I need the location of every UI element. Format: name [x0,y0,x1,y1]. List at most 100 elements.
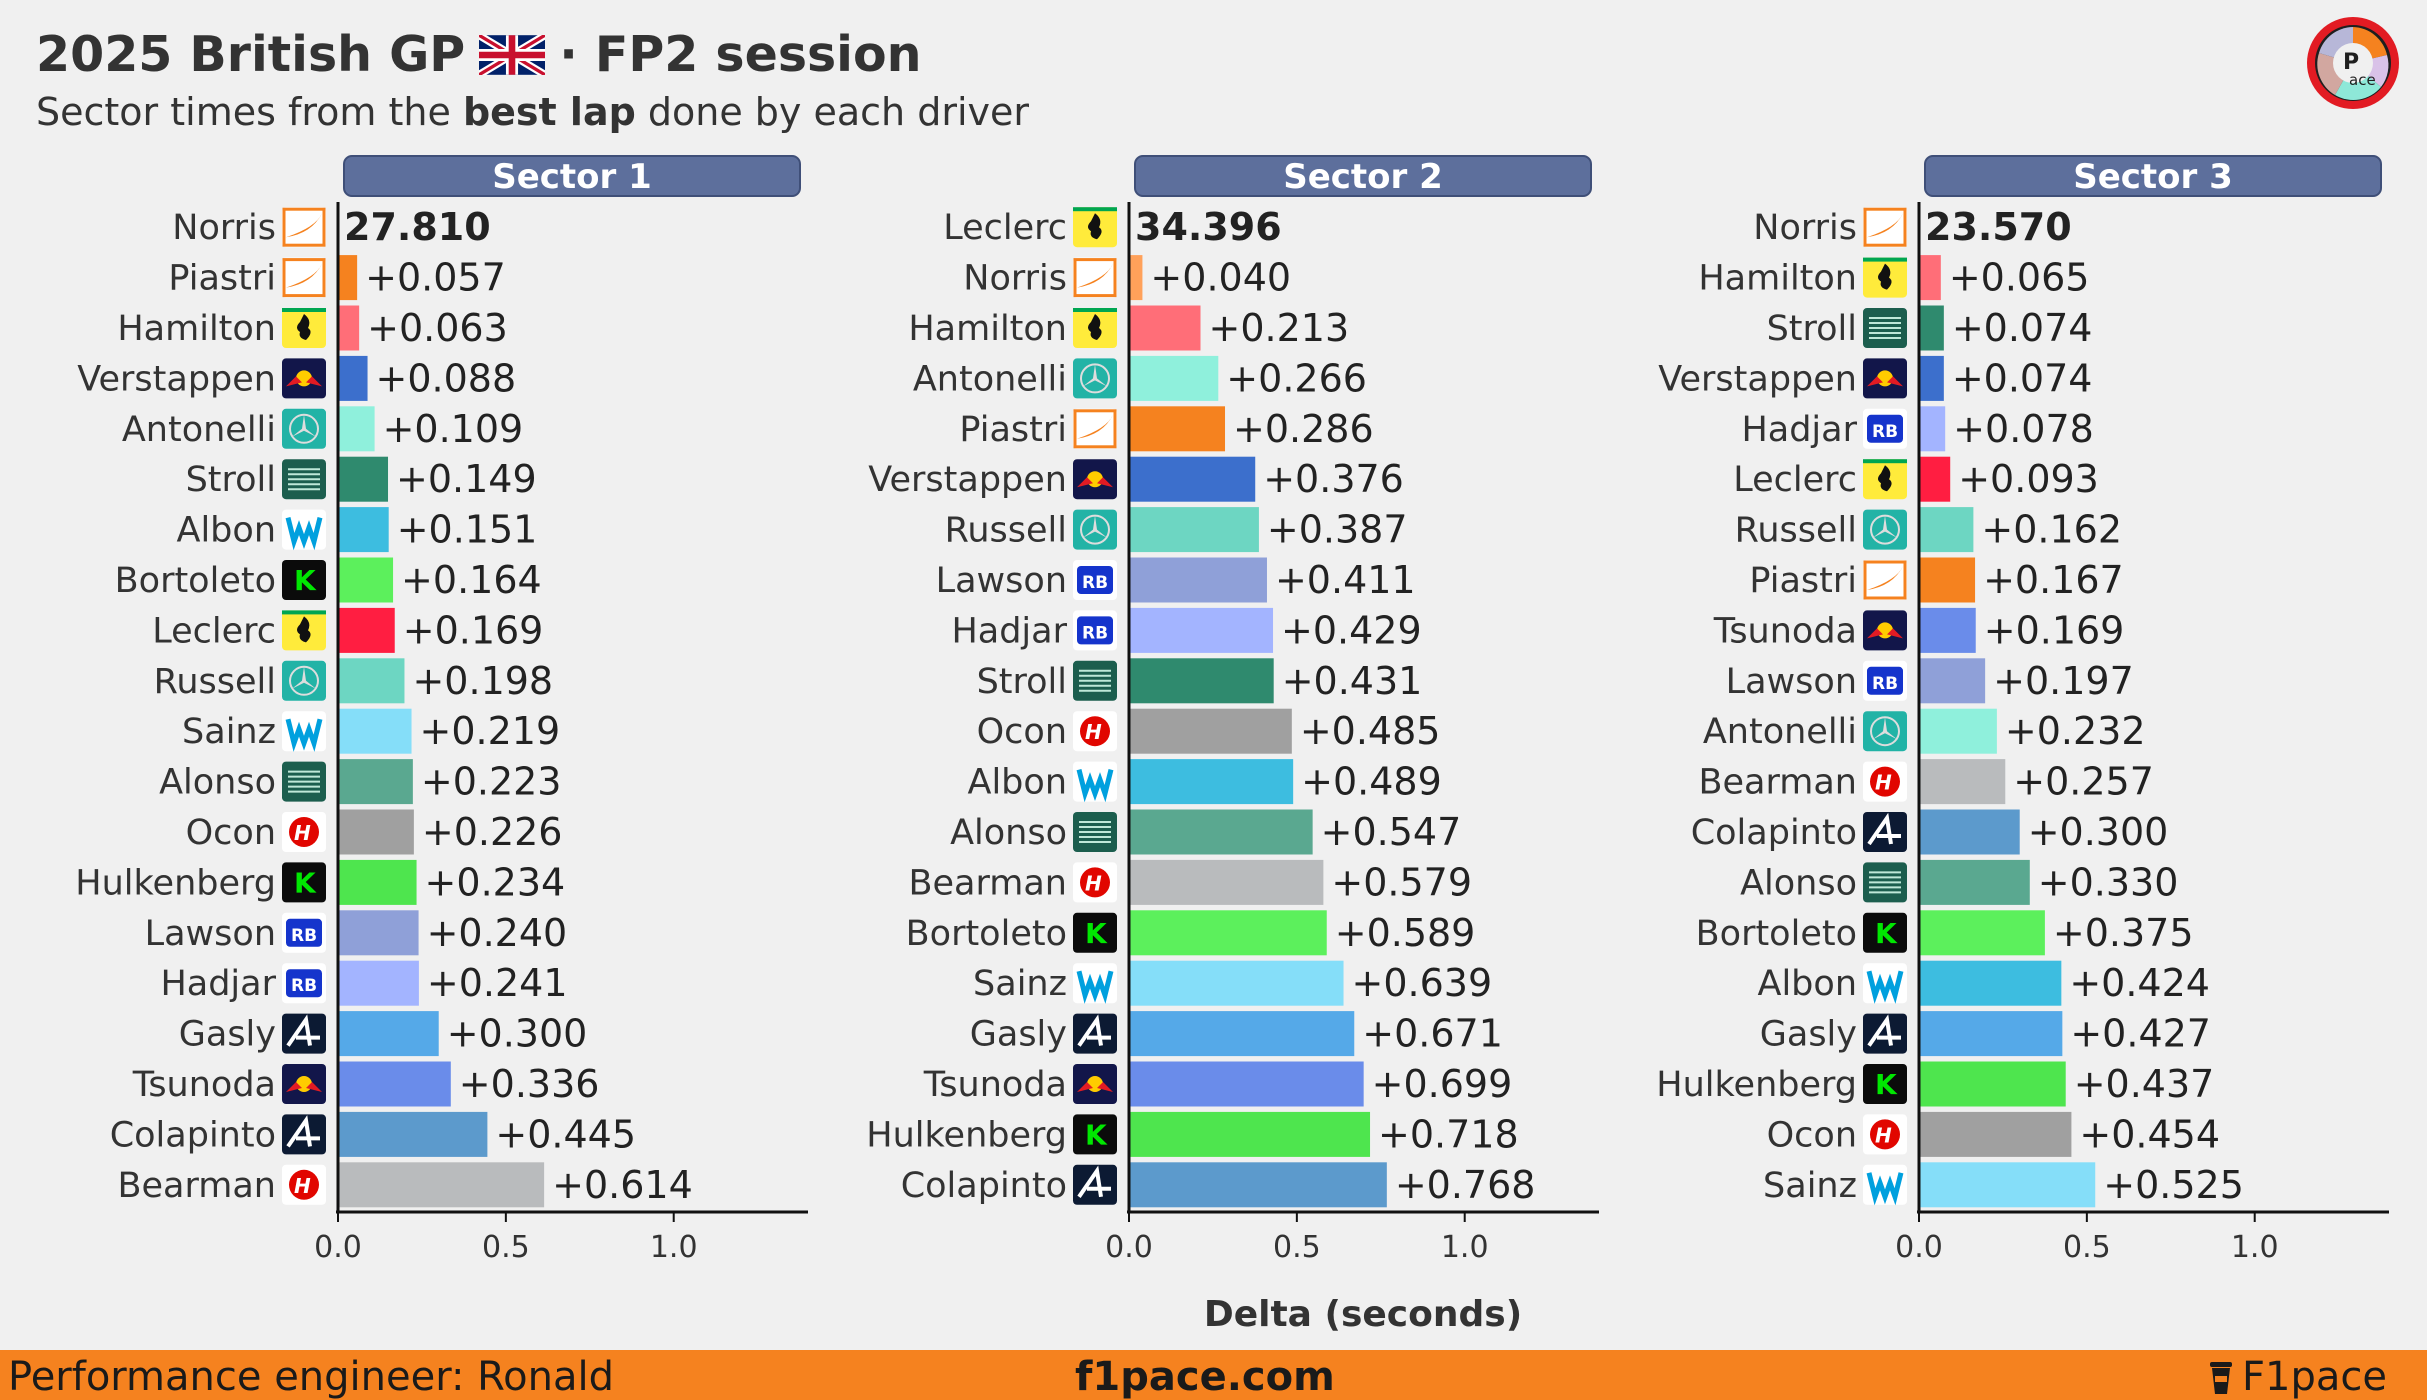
data-label: 27.810 [344,205,491,249]
data-label: +0.336 [459,1062,600,1106]
driver-label: Stroll [186,460,276,500]
bar [1919,1011,2063,1057]
bar [338,255,358,301]
driver-label: Hadjar [160,964,276,1004]
bar [1129,255,1143,301]
footer-bar: Performance engineer: Ronald f1pace.com … [0,1350,2427,1400]
data-label: +0.065 [1949,256,2090,300]
bar [1919,1111,2072,1157]
redbull-sun [1087,1076,1103,1092]
driver-label: Lawson [145,914,276,954]
haas-circle [1870,1119,1900,1150]
data-label: +0.525 [2103,1163,2244,1207]
ferrari-horse [1878,465,1892,492]
data-label: +0.454 [2079,1112,2220,1156]
data-label: +0.169 [1984,608,2125,652]
chart-subtitle: Sector times from the best lap done by e… [36,90,1029,134]
driver-label: Albon [968,763,1067,803]
bar [1129,1061,1364,1107]
alpine-badge-bg [1863,812,1907,852]
redbull-bulls [1867,376,1903,387]
bar [338,960,419,1006]
footer-site-link[interactable]: f1pace.com [1075,1354,1335,1400]
sauber-badge-bg [282,560,326,600]
x-axis-title: Delta (seconds) [1204,1294,1522,1335]
racingbulls-shield [1077,616,1113,645]
data-label: +0.241 [427,961,568,1005]
x-tick-label: 0.5 [1273,1230,1321,1265]
bar [1919,557,1976,603]
driver-label: Bearman [1699,763,1858,803]
driver-label: Hadjar [1741,410,1857,450]
data-label: +0.149 [396,457,537,501]
driver-label: Verstappen [77,359,276,399]
driver-label: Colapinto [1691,813,1857,853]
bar [338,910,419,956]
redbull-bulls [286,376,322,387]
racingbulls-shield [286,969,322,998]
driver-label: Stroll [977,662,1067,702]
bar [338,557,394,603]
sauber-k: K [1875,1068,1898,1101]
bar [1129,910,1327,956]
data-label: +0.300 [2028,810,2169,854]
bar [1919,406,1946,452]
data-label: +0.257 [2013,760,2154,804]
driver-label: Albon [177,511,276,551]
driver-label: Leclerc [943,208,1067,248]
data-label: +0.547 [1321,810,1462,854]
data-label: +0.074 [1952,306,2093,350]
data-label: 23.570 [1925,205,2072,249]
driver-label: Verstappen [1658,359,1857,399]
bar [1129,960,1344,1006]
bar [1129,557,1267,603]
bar [338,507,389,553]
ferrari-stripe [1863,459,1907,464]
data-label: +0.057 [365,256,506,300]
racingbulls-shield [286,918,322,947]
mclaren-badge-bg [1073,408,1117,449]
alpine-badge-bg [1863,1013,1907,1054]
data-label: +0.300 [447,1012,588,1056]
title-session: · FP2 session [559,26,922,83]
haas-h: H [1875,1123,1892,1147]
driver-label: Gasly [1760,1015,1857,1055]
bar [1129,507,1259,553]
redbull-sun [1877,622,1893,639]
x-tick-label: 0.0 [1895,1230,1943,1265]
driver-label: Hulkenberg [75,863,276,903]
bar [1919,809,2020,855]
data-label: +0.718 [1378,1112,1519,1156]
driver-label: Russell [945,511,1067,551]
racingbulls-rb: RB [1872,674,1898,694]
driver-label: Albon [1758,964,1857,1004]
driver-label: Piastri [959,410,1067,450]
mclaren-frame [1073,258,1117,298]
mclaren-frame [282,258,326,298]
alpine-badge-bg [282,1114,326,1155]
haas-h: H [1085,720,1102,744]
haas-circle [289,817,319,847]
data-label: +0.589 [1335,911,1476,955]
bar [1919,960,2062,1006]
sauber-k: K [1085,1118,1108,1151]
bar [1129,1162,1387,1208]
driver-label: Hamilton [908,309,1067,349]
x-tick-label: 1.0 [1441,1230,1489,1265]
bar [338,1162,545,1208]
racingbulls-shield [1077,566,1113,594]
alpine-a [286,1014,320,1047]
driver-label: Sainz [182,712,276,752]
sauber-k: K [294,866,317,899]
bar [1919,456,1951,502]
driver-label: Tsunoda [132,1065,276,1105]
sector-charts: Sector 1 Norris 27.810 Piastri +0.057 Hamilto… [75,155,2389,1335]
sector-1-panel: Sector 1 Norris 27.810 Piastri +0.057 Hamilto… [75,155,808,1265]
footer-brand: F1pace [2208,1354,2387,1400]
bar [338,305,360,351]
bar [338,708,412,754]
data-label: +0.223 [421,760,562,804]
ferrari-stripe [282,308,326,312]
driver-label: Colapinto [110,1115,276,1155]
driver-label: Alonso [1740,863,1857,903]
